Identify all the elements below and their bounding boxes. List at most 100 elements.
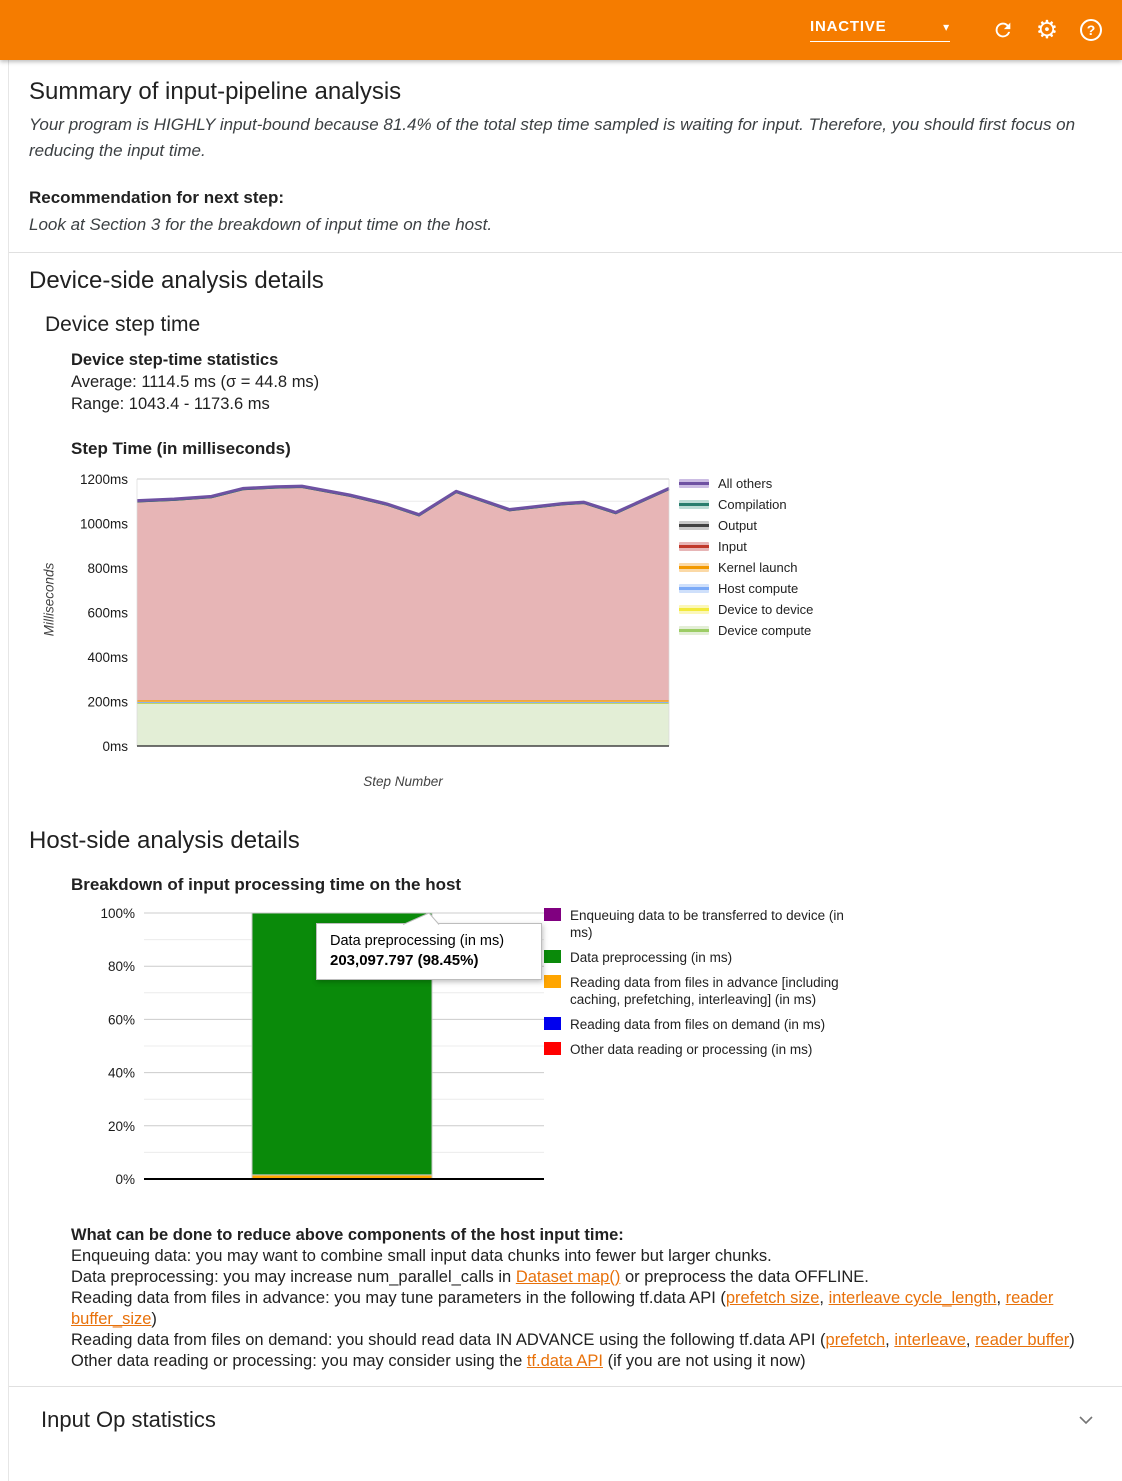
tooltip-series-name: Data preprocessing (in ms) [330, 933, 529, 949]
expand-chevron-icon[interactable] [1078, 1415, 1094, 1425]
settings-button[interactable]: ⚙ [1034, 17, 1060, 43]
capture-status-label: INACTIVE [810, 18, 886, 35]
legend-line [679, 503, 709, 506]
legend-line [679, 566, 709, 569]
advice-text: ) [151, 1310, 157, 1328]
legend-swatch [679, 563, 709, 572]
stats-heading: Device step-time statistics [71, 349, 1100, 371]
legend-item: Enqueuing data to be transferred to devi… [544, 907, 844, 941]
device-step-time-subtitle: Device step time [45, 313, 1100, 337]
capture-status-dropdown[interactable]: INACTIVE ▾ [810, 18, 950, 42]
main-panel: Summary of input-pipeline analysis Your … [8, 60, 1122, 1481]
advice-text: (if you are not using it now) [603, 1352, 806, 1370]
doc-link[interactable]: reader buffer [975, 1331, 1069, 1349]
svg-text:20%: 20% [108, 1119, 135, 1134]
advice-line: Reading data from files on demand: you s… [71, 1330, 1100, 1351]
svg-text:40%: 40% [108, 1066, 135, 1081]
tooltip-value: 203,097.797 (98.45%) [330, 952, 529, 969]
legend-item: Compilation [679, 494, 813, 515]
legend-swatch [544, 1042, 561, 1055]
refresh-button[interactable] [990, 17, 1016, 43]
legend-label: Kernel launch [718, 560, 798, 575]
advice-heading: What can be done to reduce above compone… [71, 1225, 1100, 1246]
advice-text: , [819, 1289, 828, 1307]
doc-link[interactable]: prefetch [826, 1331, 886, 1349]
legend-swatch [679, 521, 709, 530]
svg-text:60%: 60% [108, 1012, 135, 1027]
legend-label: All others [718, 476, 772, 491]
svg-text:200ms: 200ms [87, 695, 128, 710]
legend-item: Host compute [679, 578, 813, 599]
legend-item: Kernel launch [679, 557, 813, 578]
step-time-chart-title: Step Time (in milliseconds) [71, 439, 1100, 459]
svg-text:80%: 80% [108, 959, 135, 974]
advice-text: Reading data from files in advance: you … [71, 1289, 726, 1307]
step-chart-y-axis-label: Milliseconds [42, 525, 57, 675]
legend-item: All others [679, 473, 813, 494]
legend-line [679, 524, 709, 527]
legend-label: Host compute [718, 581, 798, 596]
legend-line [679, 629, 709, 632]
input-op-stats-header[interactable]: Input Op statistics [9, 1387, 1122, 1451]
advice-text: , [885, 1331, 894, 1349]
legend-item: Output [679, 515, 813, 536]
advice-text: ) [1069, 1331, 1075, 1349]
advice-line: Other data reading or processing: you ma… [71, 1351, 1100, 1372]
doc-link[interactable]: interleave cycle_length [829, 1289, 997, 1307]
legend-item: Reading data from files in advance [incl… [544, 974, 844, 1008]
doc-link[interactable]: prefetch size [726, 1289, 820, 1307]
legend-item: Device to device [679, 599, 813, 620]
legend-swatch [679, 479, 709, 488]
legend-line [679, 545, 709, 548]
legend-line [679, 482, 709, 485]
legend-item: Data preprocessing (in ms) [544, 949, 844, 966]
doc-link[interactable]: tf.data API [527, 1352, 603, 1370]
advice-line: Reading data from files in advance: you … [71, 1288, 1100, 1330]
legend-label: Enqueuing data to be transferred to devi… [570, 907, 844, 941]
chevron-down-icon: ▾ [943, 20, 950, 34]
legend-label: Input [718, 539, 747, 554]
device-side-section: Device-side analysis details Device step… [9, 253, 1122, 789]
app-bar: INACTIVE ▾ ⚙ ? [0, 0, 1122, 60]
legend-swatch [679, 584, 709, 593]
input-op-section: Input Op statistics [9, 1386, 1122, 1451]
help-button[interactable]: ? [1078, 17, 1104, 43]
legend-item: Reading data from files on demand (in ms… [544, 1016, 844, 1033]
legend-label: Reading data from files in advance [incl… [570, 974, 844, 1008]
svg-text:100%: 100% [100, 906, 135, 921]
host-side-title: Host-side analysis details [29, 827, 1100, 855]
advice-text: or preprocess the data OFFLINE. [620, 1268, 869, 1286]
stats-average: Average: 1114.5 ms (σ = 44.8 ms) [71, 371, 1100, 393]
legend-line [679, 587, 709, 590]
doc-link[interactable]: Dataset map() [516, 1268, 621, 1286]
legend-label: Compilation [718, 497, 787, 512]
legend-label: Other data reading or processing (in ms) [570, 1041, 812, 1058]
help-icon: ? [1080, 19, 1102, 41]
tooltip-notch [403, 912, 441, 925]
svg-text:400ms: 400ms [87, 650, 128, 665]
host-breakdown-chart-title: Breakdown of input processing time on th… [71, 875, 1100, 895]
summary-title: Summary of input-pipeline analysis [29, 78, 1100, 106]
legend-swatch [544, 975, 561, 988]
recommendation-heading: Recommendation for next step: [29, 188, 1100, 208]
legend-swatch [679, 605, 709, 614]
advice-line: Data preprocessing: you may increase num… [71, 1267, 1100, 1288]
host-breakdown-chart: 0% 20% 40% 60% 80% 100% Data preprocessing (i… [89, 903, 1122, 1209]
svg-text:600ms: 600ms [87, 606, 128, 621]
legend-label: Output [718, 518, 757, 533]
advice-text: Data preprocessing: you may increase num… [71, 1268, 516, 1286]
device-step-time-stats: Device step-time statistics Average: 111… [71, 349, 1100, 415]
doc-link[interactable]: interleave [894, 1331, 966, 1349]
svg-text:800ms: 800ms [87, 561, 128, 576]
summary-section: Summary of input-pipeline analysis Your … [9, 60, 1122, 252]
advice-text: , [996, 1289, 1005, 1307]
svg-text:0ms: 0ms [102, 739, 128, 754]
legend-line [679, 608, 709, 611]
svg-text:0%: 0% [115, 1172, 135, 1187]
recommendation-body: Look at Section 3 for the breakdown of i… [29, 212, 1100, 238]
legend-swatch [544, 908, 561, 921]
legend-swatch [679, 500, 709, 509]
step-chart-legend: All others Compilation Output Input Kernel l… [679, 473, 813, 641]
